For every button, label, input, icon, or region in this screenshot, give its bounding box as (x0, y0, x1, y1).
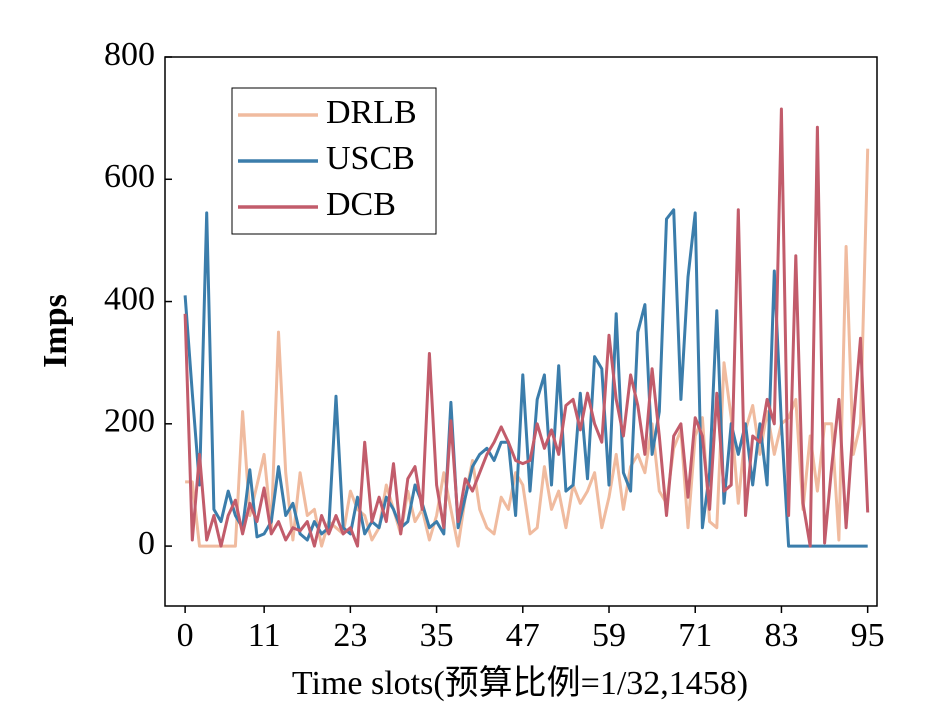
x-tick-label: 83 (764, 617, 798, 654)
y-tick-label: 400 (104, 280, 155, 317)
y-tick-label: 800 (104, 36, 155, 73)
y-tick-label: 200 (104, 403, 155, 440)
series-line (183, 107, 870, 548)
x-tick-label: 0 (177, 617, 194, 654)
series-line (185, 148, 870, 548)
legend-label: USCB (326, 140, 415, 177)
x-tick-label: 23 (333, 617, 367, 654)
y-axis-label: Imps (37, 294, 74, 368)
x-axis-label: Time slots(预算比例=1/32,1458) (292, 664, 748, 702)
legend-label: DRLB (326, 94, 417, 131)
x-tick-label: 47 (506, 617, 540, 654)
x-tick-label: 11 (248, 617, 281, 654)
x-tick-label: 95 (851, 617, 885, 654)
x-tick-label: 71 (678, 617, 712, 654)
legend-label: DCB (326, 186, 396, 223)
x-tick-label: 35 (420, 617, 454, 654)
plot-frame (164, 56, 878, 607)
x-tick-label: 59 (592, 617, 626, 654)
y-tick-label: 0 (138, 525, 155, 562)
y-tick-label: 600 (104, 158, 155, 195)
